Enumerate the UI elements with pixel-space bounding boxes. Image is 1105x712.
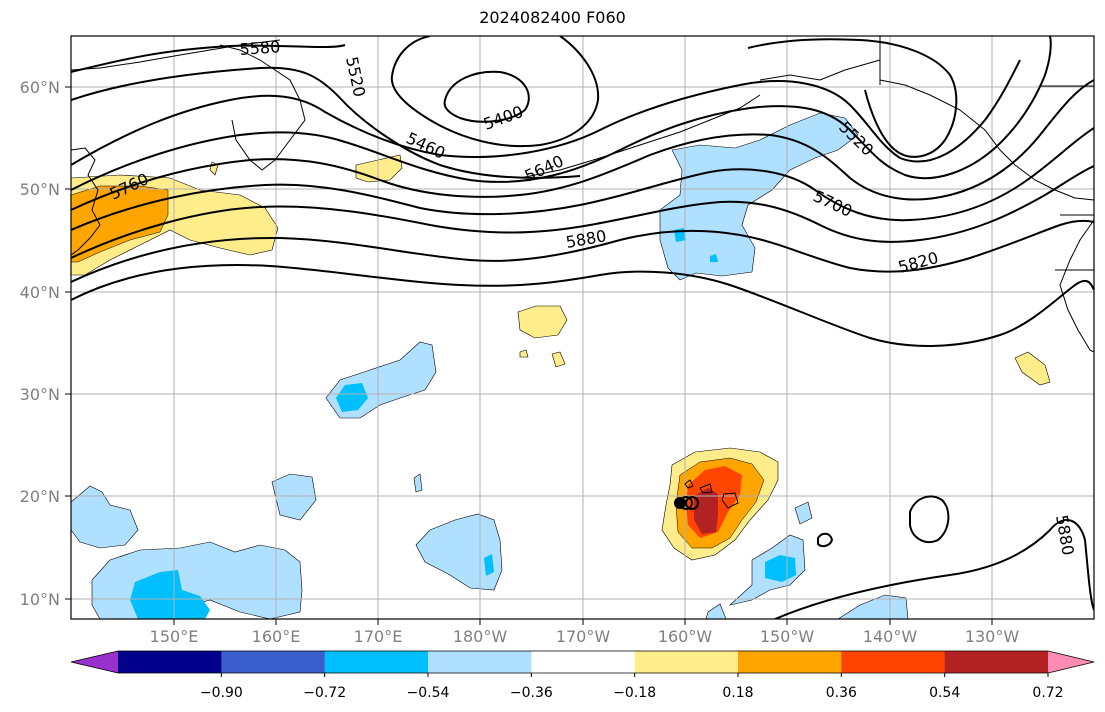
contour-label: 5580	[239, 37, 281, 59]
colorbar-outline	[70, 650, 1095, 674]
colorbar-swatch	[428, 651, 532, 673]
anomaly-area	[659, 112, 859, 281]
coastline-north-america	[1059, 219, 1094, 353]
anomaly-area	[415, 513, 503, 591]
lon-label: 160°E	[252, 627, 301, 646]
colorbar-swatch	[738, 651, 842, 673]
contour-label: 5880	[564, 226, 607, 252]
colorbar-tick-label: −0.90	[200, 685, 243, 701]
colorbar-tick-label: −0.18	[613, 685, 656, 701]
contour-line	[71, 59, 1021, 166]
storm-center-marker	[674, 496, 699, 510]
lon-label: 150°E	[150, 627, 199, 646]
contour-line	[390, 36, 600, 148]
colorbar-tick-label: 0.72	[1032, 685, 1063, 701]
anomaly-area	[794, 501, 813, 525]
coastline-alaska-south	[879, 79, 1094, 201]
contour-line	[71, 219, 1094, 283]
lat-label: 50°N	[20, 180, 60, 199]
contour-line	[747, 38, 958, 158]
lon-label: 140°W	[863, 627, 918, 646]
lat-label: 10°N	[20, 590, 60, 609]
colorbar: −0.90 −0.72 −0.54 −0.36 −0.18 0.18 0.36 0.54 0.7…	[70, 650, 1095, 701]
lon-label: 170°W	[556, 627, 611, 646]
lat-label: 40°N	[20, 283, 60, 302]
colorbar-tick-label: 0.36	[826, 685, 857, 701]
lat-label: 60°N	[20, 78, 60, 97]
contour-label: 5520	[342, 55, 369, 99]
contour-line	[71, 66, 581, 179]
contour-label: 5700	[810, 186, 855, 220]
lon-label: 180°W	[453, 627, 508, 646]
contour-line	[909, 495, 950, 544]
very-high-positive-anomaly-areas	[694, 488, 718, 534]
colorbar-swatch	[944, 651, 1049, 673]
lon-label: 130°W	[965, 627, 1020, 646]
anomaly-area	[705, 603, 727, 619]
lon-label: 170°E	[354, 627, 403, 646]
colorbar-swatch	[841, 651, 946, 673]
coastline-kamchatka	[219, 44, 306, 171]
anomaly-area	[336, 383, 368, 412]
colorbar-extend-high	[1048, 651, 1094, 673]
strong-negative-anomaly-areas	[130, 228, 796, 619]
colorbar-swatch	[221, 651, 326, 673]
anomaly-area	[551, 351, 566, 368]
anomaly-area	[710, 254, 718, 262]
latitude-labels: 60°N 50°N 40°N 30°N 20°N 10°N	[20, 78, 60, 609]
longitude-labels: 150°E 160°E 170°E 180°W 170°W 160°W 150°…	[150, 627, 1020, 646]
positive-anomaly-areas	[71, 154, 1051, 561]
contour-label: 5640	[522, 151, 567, 185]
colorbar-swatch	[324, 651, 429, 673]
contour-line	[71, 36, 1052, 191]
contour-line	[774, 518, 1094, 619]
colorbar-extend-low	[71, 651, 118, 673]
contour-line	[71, 79, 1094, 211]
tick-marks	[65, 86, 993, 625]
anomaly-area	[765, 555, 796, 582]
colorbar-tick-label: −0.36	[510, 685, 553, 701]
anomaly-area	[517, 305, 568, 339]
anomaly-area	[71, 485, 139, 549]
contour-line	[71, 264, 1094, 347]
anomaly-area	[484, 554, 494, 576]
contour-labels: 5580 5520 5400 5460 5640 5520 5700 5760 …	[107, 37, 1078, 557]
coastline-hawaii	[684, 479, 739, 509]
colorbar-swatch	[531, 651, 636, 673]
contour-line	[71, 44, 346, 73]
colorbar-tick-label: −0.54	[407, 685, 450, 701]
contour-label: 5400	[481, 102, 526, 134]
colorbar-swatch	[118, 651, 222, 673]
lat-label: 20°N	[20, 487, 60, 506]
anomaly-area	[271, 473, 317, 521]
lat-label: 30°N	[20, 385, 60, 404]
contour-line	[443, 70, 530, 123]
lon-label: 160°W	[658, 627, 713, 646]
anomaly-area	[694, 488, 718, 534]
anomaly-area	[1014, 351, 1051, 386]
contour-label: 5880	[1052, 513, 1078, 556]
colorbar-tick-label: 0.18	[722, 685, 753, 701]
anomaly-area	[519, 349, 529, 358]
contour-line	[71, 127, 1094, 231]
map-title: 2024082400 F060	[479, 8, 626, 27]
anomaly-area	[130, 570, 210, 619]
contour-label: 5820	[896, 248, 940, 277]
colorbar-swatch	[634, 651, 739, 673]
contour-line	[391, 36, 431, 77]
graticule	[71, 36, 1094, 619]
height-contours	[71, 36, 1094, 619]
colorbar-tick-label: −0.72	[303, 685, 346, 701]
anomaly-area	[413, 473, 423, 493]
contour-label: 5460	[403, 128, 448, 162]
contour-line	[817, 532, 834, 548]
map-plot-area: 5580 5520 5400 5460 5640 5520 5700 5760 …	[71, 36, 1094, 619]
colorbar-tick-label: 0.54	[929, 685, 960, 701]
lon-label: 150°W	[760, 627, 815, 646]
contour-line	[71, 165, 1094, 259]
